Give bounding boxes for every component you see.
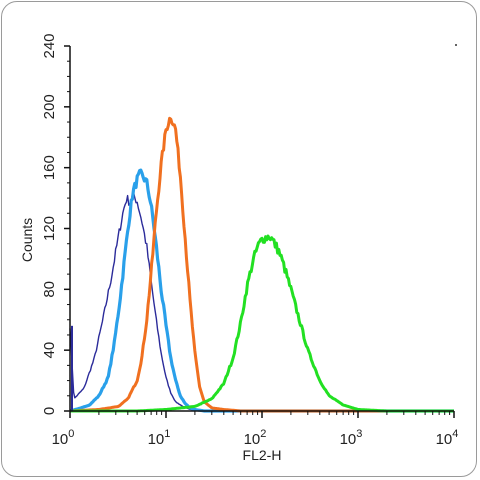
x-tick-label: 104 xyxy=(436,428,459,448)
histogram-series-2 xyxy=(69,168,455,413)
x-tick-exponent: 3 xyxy=(356,428,362,440)
histogram-series-4 xyxy=(69,234,455,413)
ticks-layer xyxy=(64,45,455,418)
x-tick-base: 10 xyxy=(52,431,69,448)
y-tick-label: 240 xyxy=(41,33,58,58)
y-tick-label: 160 xyxy=(41,155,58,180)
x-tick-label: 102 xyxy=(244,428,267,448)
x-axis-title: FL2-H xyxy=(243,447,282,463)
corner-mark xyxy=(455,44,457,46)
x-tick-label: 100 xyxy=(52,428,75,448)
x-tick-label: 101 xyxy=(148,428,171,448)
y-tick-label: 40 xyxy=(41,342,58,359)
x-tick-base: 10 xyxy=(340,431,357,448)
y-tick-label: 80 xyxy=(41,281,58,298)
x-tick-base: 10 xyxy=(148,431,165,448)
y-axis-title: Counts xyxy=(19,218,35,262)
x-tick-exponent: 0 xyxy=(68,428,74,440)
x-tick-exponent: 1 xyxy=(164,428,170,440)
x-tick-base: 10 xyxy=(436,431,453,448)
x-tick-exponent: 4 xyxy=(452,428,458,440)
y-tick-label: 120 xyxy=(41,216,58,241)
x-tick-exponent: 2 xyxy=(260,428,266,440)
y-tick-label: 200 xyxy=(41,94,58,119)
x-tick-label: 103 xyxy=(340,428,363,448)
y-tick-label: 0 xyxy=(41,407,58,415)
x-tick-base: 10 xyxy=(244,431,261,448)
series-layer xyxy=(69,116,455,413)
histogram-series-3 xyxy=(69,116,455,413)
